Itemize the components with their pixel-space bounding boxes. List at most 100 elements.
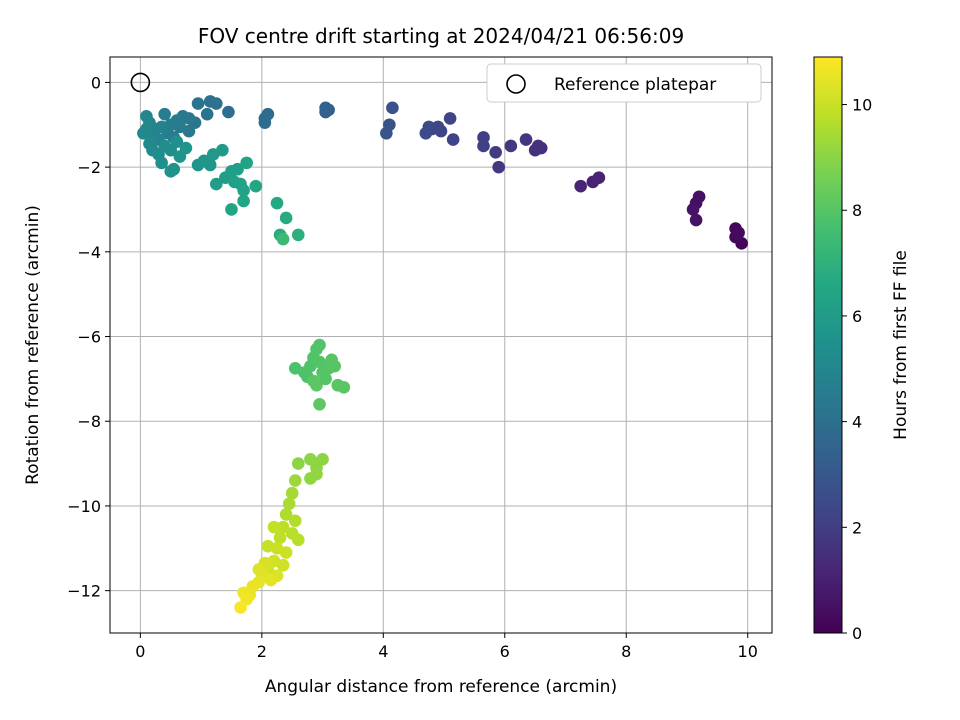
scatter-point — [380, 126, 393, 140]
scatter-point — [692, 190, 706, 204]
x-tick-label: 4 — [378, 642, 388, 661]
scatter-point — [504, 139, 518, 153]
scatter-point — [279, 546, 293, 559]
scatter-point — [231, 162, 244, 176]
scatter-point — [234, 601, 247, 614]
scatter-point — [249, 179, 263, 193]
scatter-point — [519, 133, 533, 146]
y-tick-label: −8 — [77, 412, 101, 431]
scatter-point — [240, 156, 253, 170]
colorbar-ticks: 0 2 4 6 8 10 — [842, 96, 872, 643]
scatter-point — [264, 573, 278, 587]
scatter-point — [419, 126, 433, 140]
scatter-point — [492, 160, 505, 174]
scatter-point — [291, 228, 305, 242]
scatter-point — [313, 338, 326, 352]
y-axis-label: Rotation from reference (arcmin) — [23, 205, 43, 485]
scatter-point — [586, 175, 600, 189]
scatter-point — [313, 397, 326, 411]
scatter-point — [285, 486, 299, 500]
scatter-point — [328, 359, 342, 373]
x-tick-label: 10 — [738, 642, 758, 661]
scatter-point — [686, 203, 700, 216]
colorbar-tick-label: 2 — [852, 518, 862, 537]
scatter-point — [237, 194, 250, 208]
scatter-point — [307, 374, 320, 388]
scatter-point — [288, 514, 302, 528]
data-points — [130, 72, 748, 614]
scatter-point — [252, 563, 266, 576]
y-tick-label: −6 — [77, 328, 101, 347]
x-tick-label: 6 — [500, 642, 510, 661]
colorbar-gradient — [813, 56, 843, 634]
scatter-point — [200, 107, 214, 121]
plot-frame — [109, 56, 773, 634]
y-tick-label: 0 — [91, 73, 101, 92]
grid-lines — [110, 57, 772, 633]
scatter-point — [140, 109, 153, 123]
x-tick-label: 0 — [135, 642, 145, 661]
colorbar-tick-label: 4 — [852, 413, 862, 432]
scatter-point — [574, 179, 587, 193]
x-axis-label: Angular distance from reference (arcmin) — [265, 677, 617, 697]
reference-platepar-marker — [130, 72, 151, 93]
scatter-point — [446, 133, 460, 146]
colorbar-tick-label: 8 — [852, 201, 862, 220]
scatter-point — [258, 116, 272, 129]
scatter-point — [203, 95, 217, 108]
scatter-point — [203, 158, 217, 172]
colorbar: 0 2 4 6 8 10 Hours from first FF file — [813, 56, 911, 643]
scatter-point — [155, 156, 168, 170]
scatter-point — [282, 497, 296, 511]
scatter-point — [732, 226, 745, 240]
scatter-point — [222, 105, 235, 119]
x-tick-label: 2 — [257, 642, 267, 661]
axis-ticks: 0 2 4 6 8 10 0 −2 −4 −6 −8 −10 −12 — [67, 73, 758, 661]
scatter-point — [273, 531, 287, 545]
y-tick-label: −2 — [77, 158, 101, 177]
scatter-point — [291, 533, 305, 547]
scatter-point — [291, 457, 305, 470]
legend: Reference platepar — [486, 63, 762, 103]
scatter-point — [279, 211, 293, 225]
chart-title: FOV centre drift starting at 2024/04/21 … — [198, 24, 684, 48]
legend-reference-marker — [506, 74, 526, 94]
scatter-point — [337, 381, 351, 394]
scatter-point — [191, 97, 205, 110]
scatter-point — [179, 141, 193, 155]
scatter-point — [313, 355, 326, 369]
scatter-point — [167, 162, 181, 176]
scatter-point — [267, 520, 281, 534]
scatter-point — [319, 101, 332, 115]
scatter-point — [310, 467, 323, 481]
y-tick-label: −12 — [67, 582, 101, 601]
x-tick-label: 8 — [621, 642, 631, 661]
scatter-point — [279, 508, 293, 521]
scatter-point — [137, 126, 150, 140]
legend-box — [486, 63, 762, 103]
colorbar-label: Hours from first FF file — [891, 250, 911, 440]
scatter-point — [477, 139, 490, 153]
y-tick-label: −4 — [77, 243, 101, 262]
colorbar-tick-label: 0 — [852, 624, 862, 643]
scatter-point — [237, 184, 250, 197]
scatter-point — [316, 453, 329, 466]
colorbar-tick-label: 6 — [852, 307, 862, 326]
scatter-point — [158, 107, 171, 121]
colorbar-tick-label: 10 — [852, 96, 872, 115]
scatter-point — [319, 372, 332, 386]
scatter-point — [489, 145, 502, 159]
scatter-point — [386, 101, 399, 115]
scatter-point — [288, 474, 302, 487]
scatter-point — [270, 196, 284, 210]
scatter-point — [276, 232, 290, 246]
scatter-point — [225, 203, 238, 216]
scatter-point — [170, 135, 184, 149]
scatter-point — [689, 213, 703, 227]
scatter-point — [443, 112, 457, 125]
y-tick-label: −10 — [67, 497, 101, 516]
scatter-point — [209, 177, 223, 191]
scatter-point — [528, 143, 542, 157]
